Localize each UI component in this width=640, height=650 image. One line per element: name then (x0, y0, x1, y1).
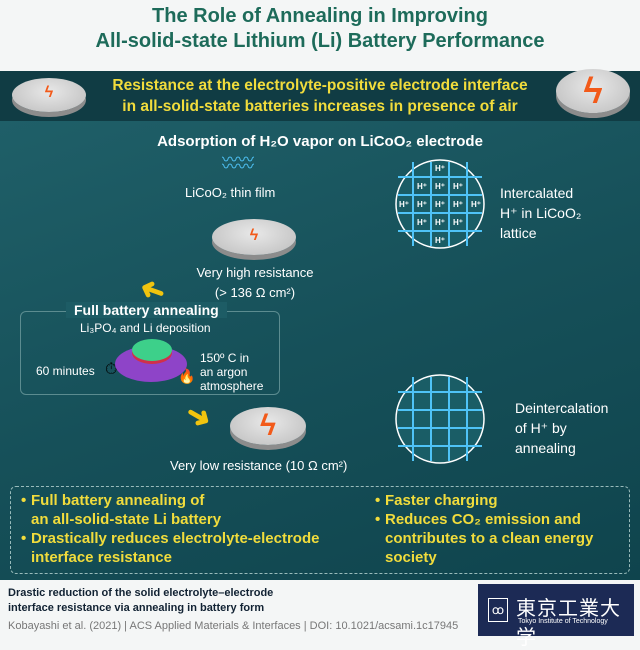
hydrogen-ion: H⁺ (435, 200, 445, 209)
deposition-label: Li₃PO₄ and Li deposition (80, 321, 211, 335)
lightning-icon: ϟ (260, 409, 276, 442)
film-label: LiCoO₂ thin film (185, 185, 276, 200)
page-title: The Role of Annealing in Improving All-s… (0, 4, 640, 54)
hydrogen-ion: H⁺ (453, 200, 463, 209)
label-line: H⁺ in LiCoO₂ (500, 205, 582, 221)
lattice-circle (395, 374, 485, 464)
hydrogen-ion: H⁺ (453, 182, 463, 191)
label-line: of H⁺ by (515, 420, 567, 436)
lightning-icon: ϟ (44, 84, 54, 101)
label-line: Deintercalation (515, 400, 609, 416)
battery-disk-icon: ϟ (230, 407, 306, 445)
hydrogen-ion: H⁺ (435, 182, 445, 191)
battery-disk-icon: ϟ (212, 219, 296, 255)
logo-emblem-icon: ꝏ (488, 598, 508, 622)
lattice-circle (395, 159, 485, 249)
footer-line-2: interface resistance via annealing in ba… (8, 602, 265, 614)
summary-point: contributes to a clean energy (385, 530, 594, 547)
low-resistance-label: Very low resistance (10 Ω cm²) (170, 458, 348, 473)
banner: ϟ Resistance at the electrolyte-positive… (0, 69, 640, 121)
hydrogen-ion: H⁺ (435, 164, 445, 173)
citation: Kobayashi et al. (2021) | ACS Applied Ma… (8, 620, 459, 632)
stopwatch-icon: ⏱ (105, 361, 118, 378)
conditions-line: 150º C in (200, 351, 250, 365)
banner-text: Resistance at the electrolyte-positive e… (90, 75, 550, 117)
time-label: 60 minutes (36, 364, 95, 378)
hydrogen-ion: H⁺ (399, 200, 409, 209)
hydrogen-ion: H⁺ (417, 218, 427, 227)
hydrogen-ion: H⁺ (435, 236, 445, 245)
intercalated-lattice: H⁺ H⁺ H⁺ H⁺ H⁺ H⁺ H⁺ H⁺ H⁺ H⁺ H⁺ H⁺ H⁺ (395, 159, 485, 249)
footer-line-1: Drastic reduction of the solid electroly… (8, 587, 274, 599)
electrode-layer (132, 339, 172, 361)
lightning-icon: ϟ (583, 70, 603, 111)
high-res-value: (> 136 Ω cm²) (214, 285, 296, 300)
logo-english: Tokyo Institute of Technology (518, 618, 608, 625)
annealing-heading: Full battery annealing (66, 302, 227, 318)
intercalated-label: Intercalated H⁺ in LiCoO₂ lattice (500, 183, 581, 243)
summary-left: • Full battery annealing of an all-solid-… (21, 492, 320, 566)
adsorption-heading: Adsorption of H₂O vapor on LiCoO₂ electr… (157, 133, 483, 150)
title-line-2: All-solid-state Lithium (Li) Battery Per… (95, 30, 545, 52)
conditions-label: 150º C in an argon atmosphere (200, 351, 263, 393)
summary-point: interface resistance (31, 549, 172, 566)
footer: Drastic reduction of the solid electroly… (8, 586, 458, 632)
summary-point: Faster charging (385, 492, 498, 509)
banner-line-1: Resistance at the electrolyte-positive e… (112, 77, 528, 94)
summary-point: Reduces CO₂ emission and (385, 511, 581, 528)
deintercalated-label: Deintercalation of H⁺ by annealing (515, 398, 608, 458)
main-panel: Adsorption of H₂O vapor on LiCoO₂ electr… (0, 121, 640, 580)
title-line-1: The Role of Annealing in Improving (152, 5, 488, 27)
conditions-line: an argon (200, 365, 248, 379)
battery-disk-icon: ϟ (556, 69, 630, 113)
lightning-icon: ϟ (249, 227, 259, 244)
deintercalated-lattice (395, 374, 485, 464)
summary-box: • Full battery annealing of an all-solid-… (10, 486, 630, 574)
label-line: annealing (515, 440, 576, 456)
hydrogen-ion: H⁺ (435, 218, 445, 227)
hydrogen-ion: H⁺ (417, 182, 427, 191)
hydrogen-ion: H⁺ (471, 200, 481, 209)
summary-point: an all-solid-state Li battery (31, 511, 222, 528)
water-vapor-icon: 〰〰 〰〰 (222, 152, 255, 176)
high-res-label: Very high resistance (196, 265, 314, 280)
summary-point: Drastically reduces electrolyte-electrod… (31, 530, 320, 547)
arrow-icon: ➜ (179, 395, 218, 438)
summary-point: society (385, 549, 437, 566)
summary-right: • Faster charging • Reduces CO₂ emission a… (375, 492, 594, 566)
hydrogen-ion: H⁺ (453, 218, 463, 227)
university-logo: ꝏ 東京工業大学 Tokyo Institute of Technology (478, 584, 634, 649)
hydrogen-ion: H⁺ (417, 200, 427, 209)
summary-point: Full battery annealing of (31, 492, 205, 509)
conditions-line: atmosphere (200, 379, 264, 393)
label-line: lattice (500, 225, 537, 241)
battery-disk-icon: ϟ (12, 78, 86, 112)
banner-line-2: in all-solid-state batteries increases i… (122, 98, 518, 115)
label-line: Intercalated (500, 185, 574, 201)
flame-icon: 🔥 (178, 368, 196, 384)
high-resistance: Very high resistance (> 136 Ω cm²) (180, 263, 330, 303)
